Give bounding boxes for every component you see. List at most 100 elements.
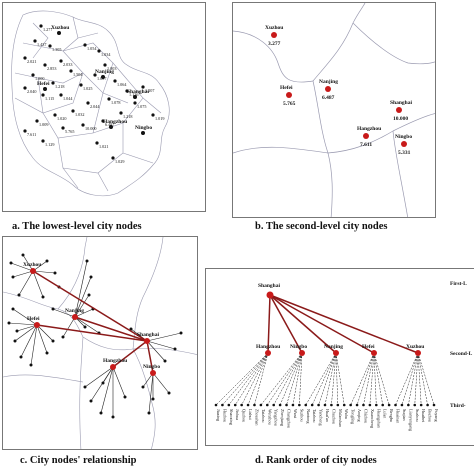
leaf-link [414,352,419,406]
leaf-label: Taizhou [261,409,266,423]
leaf-label: Huzhou [222,409,227,423]
node-name: Hangzhou [357,126,381,132]
leaf-link [260,352,303,406]
city-value-label: 1.044 [63,96,73,101]
node-name: Shanghai [390,100,412,106]
leaf-node [394,403,397,407]
city-dot [95,141,99,145]
leaf-link [254,352,269,406]
city-name-label: Shanghai [127,89,149,95]
second-node [299,350,305,356]
city-value-label: 1.305 [52,47,61,52]
city-dot [41,93,45,97]
leaf-node [291,403,295,407]
leaf-link [373,352,383,406]
hub-node [30,268,36,274]
child-node [147,411,151,415]
child-link [146,340,176,350]
hub-node [144,338,150,344]
city-dot [41,139,45,143]
leaf-link [324,352,337,406]
city-value-label: 1.277 [43,27,52,32]
rank-link [269,294,419,354]
leaf-link [331,352,337,406]
leaf-link [335,352,345,406]
city-value-label: 10.000 [85,126,97,131]
panel-c-svg: Xuzhou Hefei Nanjing Shanghai Hangzhou Ningbo [3,237,197,449]
city-value-label: 1.029 [115,159,124,164]
city-dot [51,81,55,85]
city-value-label: 2.853 [47,66,56,71]
child-node [87,293,91,297]
hub-node [110,364,116,370]
leaf-link [369,352,375,406]
caption-b: b. The second-level city nodes [255,221,388,232]
hub-label: Shanghai [137,332,159,338]
leaf-node [432,403,436,407]
child-link [20,324,38,358]
leaf-link [417,352,422,406]
child-link [32,270,56,274]
city-node [363,133,369,139]
rank-link [269,294,337,354]
panel-d-tree: Shanghai First-L Second-L Third- Jiaxing Huzh… [214,281,473,432]
panel-c-graph: Xuzhou Hefei Nanjing Shanghai Hangzhou Ningbo [7,253,183,419]
city-dot [141,85,145,89]
child-node [163,359,167,363]
city-dot-major [133,95,137,99]
leaf-node [265,403,269,407]
panel-d-hierarchy: Shanghai First-L Second-L Third- Jiaxing Huzh… [205,268,474,446]
child-link [100,366,114,414]
leaf-node [349,403,352,407]
second-label: Ningbo [290,344,307,350]
hub-node [34,322,40,328]
city-dot [81,123,85,127]
hub-label: Hefei [27,316,40,322]
child-node [7,321,11,325]
node-value: 6.487 [322,95,335,101]
child-link [146,340,166,362]
child-node [9,261,13,265]
child-node [51,307,55,311]
leaf-label: Jinhua [235,409,240,420]
leaf-node [259,403,263,407]
city-value-label: 6.487 [105,122,114,127]
leaf-link [373,352,390,406]
city-value-label: 2.033 [63,62,72,67]
child-node [141,385,145,389]
leaf-label: Bozhou [428,409,433,423]
leaf-link [279,352,303,406]
child-node [13,339,17,343]
leaf-label: Ma'anshan [338,409,343,428]
leaf-label: Zhoushan [254,409,259,426]
leaf-link [241,352,269,406]
city-dot [101,119,105,123]
leaf-node [310,403,314,407]
child-link [12,308,38,326]
leaf-label: Anqing [357,409,362,422]
leaf-node [214,403,218,407]
city-dot [119,111,123,115]
leaf-link [267,352,303,406]
second-label: Nanjing [324,344,343,350]
city-dot [31,73,35,77]
child-link [12,270,34,278]
city-dot [23,86,27,90]
rank-link [269,294,303,354]
node-name: Ningbo [395,134,412,140]
child-node [89,399,93,403]
city-value-label: 1.437 [37,42,46,47]
city-dot [35,119,39,123]
second-label: Hangzhou [256,344,280,350]
child-node [29,363,33,367]
child-node [179,331,183,335]
hub-node [72,314,78,320]
city-value-label: 2.040 [27,89,36,94]
leaf-label: Wenzhou [267,409,272,426]
leaf-link [373,352,377,406]
city-name-label: Nanjing [95,69,114,75]
leaf-node [368,403,372,407]
leaf-link [417,352,435,406]
leaf-link [299,352,303,406]
leaf-node [400,403,404,407]
